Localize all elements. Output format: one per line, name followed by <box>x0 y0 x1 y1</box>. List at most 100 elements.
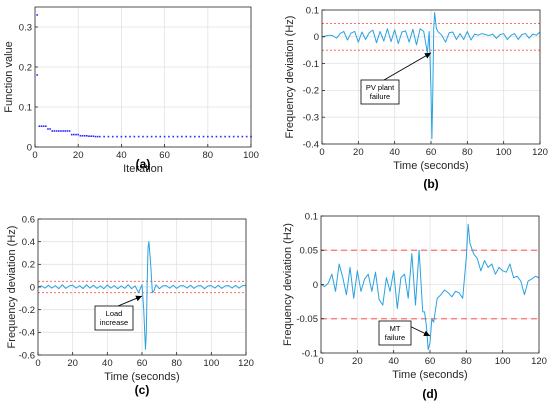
annotation-box <box>94 305 134 331</box>
data-point <box>66 130 69 132</box>
data-point <box>185 135 187 138</box>
x-tick-label: 100 <box>243 150 259 161</box>
x-tick-label: 40 <box>388 356 399 367</box>
data-point <box>116 135 118 138</box>
data-point <box>194 135 196 138</box>
data-point <box>120 135 123 138</box>
x-axis-label: Time (seconds) <box>392 369 467 381</box>
data-point <box>172 135 175 138</box>
annotation-text: increase <box>100 318 128 327</box>
x-tick-label: 40 <box>116 150 127 161</box>
x-tick-label: 100 <box>495 356 511 367</box>
data-point <box>40 125 43 127</box>
annotation-arrowhead <box>135 295 142 302</box>
data-point <box>90 135 92 137</box>
y-tick-label: -0.4 <box>19 328 35 339</box>
data-point <box>55 130 58 132</box>
data-point <box>73 133 75 136</box>
data-point <box>176 135 179 138</box>
y-tick-label: 0.6 <box>22 214 35 225</box>
annotation-box <box>360 79 400 105</box>
data-point <box>219 135 222 138</box>
data-point <box>47 128 49 130</box>
x-tick-label: 40 <box>102 358 113 369</box>
y-tick-label: 0.1 <box>305 211 318 222</box>
x-tick-label: 0 <box>35 358 40 369</box>
panel-2: 0 20 40 60 80 100 120 -0.4 -0.3 -0.2 -0.1 0 0.1 Time … <box>284 5 548 191</box>
data-point <box>92 135 95 137</box>
y-tick-label: 0 <box>313 280 318 291</box>
data-point <box>49 128 51 130</box>
axes-frame <box>34 6 252 148</box>
x-axis-label: Time (seconds) <box>104 371 179 383</box>
data-point <box>155 135 157 138</box>
x-tick-label: 120 <box>531 356 547 367</box>
annotation-text: failure <box>385 333 405 342</box>
data-point <box>36 74 38 76</box>
x-tick-label: 60 <box>425 356 436 367</box>
data-point <box>94 135 97 138</box>
y-tick-label: 0.05 <box>300 246 319 257</box>
data-point <box>99 135 101 138</box>
data-point <box>103 135 105 138</box>
data-point <box>189 135 192 138</box>
x-tick-label: 80 <box>171 358 182 369</box>
y-tick-label: -0.6 <box>19 350 35 361</box>
x-axis-label: Time (seconds) <box>393 160 468 172</box>
data-point <box>241 135 244 138</box>
data-point <box>133 135 136 138</box>
series-line <box>320 223 540 351</box>
x-tick-label: 60 <box>426 147 437 158</box>
data-point <box>75 133 77 136</box>
data-point <box>79 135 82 137</box>
data-point <box>202 135 205 138</box>
data-point <box>53 130 56 132</box>
y-tick-label: -0.1 <box>302 348 318 359</box>
y-tick-label: 0.2 <box>22 260 35 271</box>
annotation-arrowhead <box>423 330 430 336</box>
data-point <box>64 130 67 132</box>
data-point <box>86 135 88 137</box>
x-tick-label: 60 <box>137 358 148 369</box>
annotation-text: PV plant <box>366 83 395 92</box>
x-tick-label: 80 <box>461 356 472 367</box>
data-point <box>81 135 84 137</box>
y-axis-label: Frequency deviation (Hz) <box>6 226 18 349</box>
data-point <box>96 135 99 138</box>
data-point <box>198 135 200 138</box>
data-point <box>107 135 110 138</box>
y-axis-label: Frequency deviation (Hz) <box>282 223 294 346</box>
data-point <box>181 135 183 138</box>
x-tick-label: 80 <box>203 150 214 161</box>
y-tick-label: 0.1 <box>306 5 319 16</box>
panel-label: (d) <box>422 387 437 401</box>
panel-4: 0 20 40 60 80 100 120 -0.1 -0.05 0 0.05 0.1 Time (se… <box>282 211 547 401</box>
data-point <box>57 130 60 132</box>
data-point <box>42 125 45 127</box>
x-tick-label: 0 <box>32 150 37 161</box>
data-point <box>70 133 73 136</box>
data-point <box>228 135 231 138</box>
x-tick-label: 40 <box>389 147 400 158</box>
data-point <box>77 133 79 136</box>
data-point <box>36 14 38 16</box>
y-tick-label: -0.1 <box>303 59 319 70</box>
x-tick-label: 20 <box>353 147 364 158</box>
annotation-arrow <box>383 52 432 81</box>
y-tick-label: 0 <box>27 142 32 153</box>
x-tick-label: 100 <box>203 358 219 369</box>
y-tick-label: -0.05 <box>296 314 318 325</box>
data-point <box>232 135 235 138</box>
data-point <box>60 130 62 132</box>
data-point <box>237 135 239 138</box>
y-tick-label: -0.2 <box>19 305 35 316</box>
data-point <box>142 135 144 138</box>
x-tick-label: 80 <box>462 147 473 158</box>
x-tick-label: 120 <box>532 147 548 158</box>
data-point <box>159 135 162 138</box>
annotation-text: failure <box>370 92 390 101</box>
x-axis-label: Iteration <box>123 163 163 175</box>
data-point <box>137 135 140 138</box>
